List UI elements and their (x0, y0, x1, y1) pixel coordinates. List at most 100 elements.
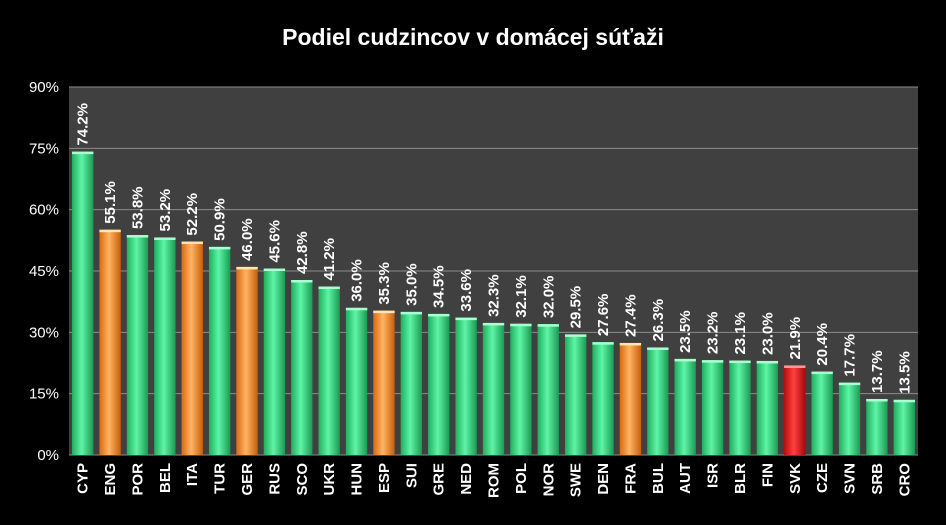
bar-top-highlight (784, 365, 806, 368)
bar-top-highlight (345, 307, 368, 311)
bar-cro (893, 399, 915, 455)
data-label: 35.0% (403, 263, 420, 306)
x-tick-label: BUL (650, 463, 667, 494)
bar-top-highlight (455, 317, 477, 321)
bar-den (592, 342, 614, 455)
data-label: 53.2% (157, 189, 174, 232)
x-tick-label: ROM (486, 463, 503, 498)
bar-hun (345, 307, 368, 455)
bar-ned (455, 317, 477, 455)
bar-swe (564, 334, 587, 455)
bar-cze (811, 371, 833, 455)
data-label: 13.7% (869, 350, 886, 393)
x-tick-label: ENG (102, 463, 119, 496)
y-tick-label: 0% (37, 447, 59, 464)
bar-svn (838, 382, 861, 455)
bar-srb (866, 398, 888, 455)
bar-top-highlight (428, 313, 450, 317)
bar-top-highlight (866, 398, 888, 402)
data-label: 23.1% (732, 312, 749, 355)
bar-tur (208, 246, 231, 455)
bar-rus (263, 268, 286, 455)
x-tick-label: CZE (814, 463, 831, 493)
bar-eng (99, 229, 121, 455)
bar-rom (482, 322, 505, 455)
bar-pol (510, 323, 532, 455)
x-tick-label: ITA (184, 463, 201, 486)
bar-isr (701, 360, 724, 455)
x-tick-label: SCO (294, 463, 311, 496)
bar-ukr (318, 286, 340, 455)
bar-top-highlight (400, 311, 423, 315)
data-label: 32.3% (486, 274, 503, 317)
bar-esp (373, 310, 395, 455)
bar-cyp (72, 151, 94, 456)
bar-top-highlight (619, 342, 642, 346)
x-tick-label: SVN (842, 463, 859, 494)
data-label: 32.1% (513, 275, 530, 318)
bar-ger (236, 266, 258, 455)
x-tick-label: FIN (759, 463, 776, 487)
bar-sco (291, 279, 313, 455)
chart-title: Podiel cudzincov v domácej súťaži (282, 24, 664, 50)
x-tick-label: BLR (732, 463, 749, 494)
bar-top-highlight (756, 360, 779, 364)
bar-fra (619, 342, 642, 455)
bar-top-highlight (263, 268, 286, 272)
bar-top-highlight (729, 360, 751, 364)
data-label: 45.6% (266, 220, 283, 263)
bar-top-highlight (838, 382, 861, 386)
y-tick-label: 75% (29, 140, 59, 157)
bar-top-highlight (893, 399, 915, 403)
data-label: 27.6% (595, 294, 612, 337)
bar-top-highlight (564, 334, 587, 337)
data-label: 13.5% (896, 351, 913, 394)
bar-fin (756, 360, 779, 455)
x-tick-label: SRB (869, 463, 886, 495)
data-label: 35.3% (376, 262, 393, 305)
x-tick-label: HUN (349, 463, 366, 496)
data-label: 74.2% (75, 103, 92, 146)
x-tick-label: CRO (896, 463, 913, 497)
data-label: 23.5% (677, 310, 694, 353)
data-labels: 74.2% 55.1% 53.8% 53.2% 52.2% 50.9% 46.0% 45.6%… (75, 103, 914, 394)
bar-bel (154, 237, 176, 455)
y-axis: 0% 15% 30% 45% 60% 75% 90% (29, 79, 59, 464)
bar-blr (729, 360, 751, 455)
bar-top-highlight (126, 235, 149, 238)
data-label: 32.0% (540, 276, 557, 319)
x-tick-label: ESP (376, 463, 393, 493)
x-tick-label: RUS (266, 463, 283, 495)
data-label: 21.9% (787, 317, 804, 360)
bar-svk (784, 365, 806, 455)
bar-top-highlight (236, 266, 258, 270)
y-tick-label: 60% (29, 202, 59, 219)
y-tick-label: 90% (29, 79, 59, 96)
data-label: 34.5% (431, 265, 448, 308)
data-label: 41.2% (321, 238, 338, 281)
data-label: 23.2% (705, 312, 722, 355)
data-label: 26.3% (650, 299, 667, 342)
data-label: 55.1% (102, 181, 119, 224)
data-label: 20.4% (814, 323, 831, 366)
data-label: 23.0% (759, 312, 776, 355)
bar-top-highlight (482, 322, 505, 326)
bar-nor (537, 324, 559, 455)
bar-sui (400, 311, 423, 455)
x-tick-label: BEL (157, 463, 174, 493)
bar-top-highlight (592, 342, 614, 345)
x-tick-label: POL (513, 463, 530, 494)
y-tick-label: 30% (29, 324, 59, 341)
data-label: 53.8% (129, 186, 146, 229)
x-tick-label: CYP (75, 463, 92, 494)
x-tick-label: FRA (622, 463, 639, 494)
data-label: 36.0% (349, 259, 366, 302)
bar-top-highlight (154, 237, 176, 240)
x-tick-label: AUT (677, 463, 694, 494)
bar-top-highlight (181, 241, 203, 245)
x-tick-label: GRE (431, 463, 448, 496)
data-label: 42.8% (294, 231, 311, 274)
x-tick-label: TUR (212, 463, 229, 494)
data-label: 46.0% (239, 218, 256, 261)
